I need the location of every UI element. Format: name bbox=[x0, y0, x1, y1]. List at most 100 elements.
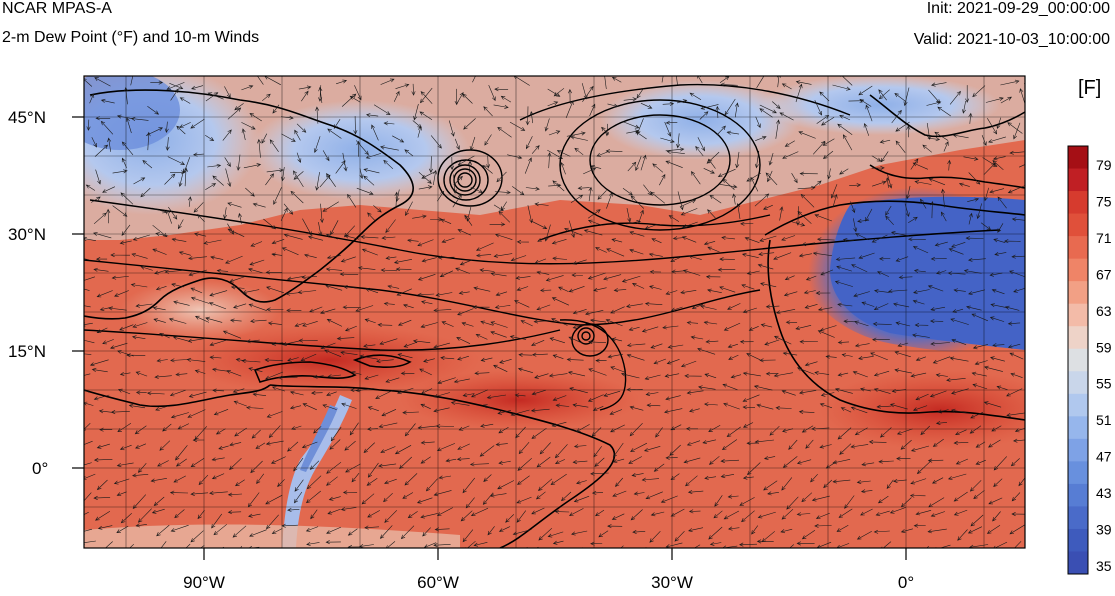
colorbar-swatch bbox=[1068, 393, 1088, 417]
wind-arrow bbox=[168, 206, 178, 220]
wind-arrow bbox=[302, 218, 312, 236]
wind-arrow bbox=[626, 353, 645, 361]
wind-arrow bbox=[248, 367, 263, 372]
wind-arrow bbox=[412, 214, 427, 219]
wind-arrow bbox=[1007, 185, 1025, 194]
wind-arrow bbox=[171, 237, 187, 242]
wind-arrow bbox=[173, 475, 186, 483]
wind-arrow bbox=[194, 369, 206, 374]
wind-arrow bbox=[649, 269, 662, 274]
wind-arrow bbox=[381, 409, 397, 417]
wind-arrow bbox=[587, 209, 601, 219]
wind-arrow bbox=[912, 333, 930, 338]
wind-arrow bbox=[797, 185, 816, 190]
wind-arrow bbox=[420, 91, 433, 104]
wind-arrow bbox=[951, 242, 966, 248]
wind-arrow bbox=[781, 508, 794, 520]
wind-arrow bbox=[302, 403, 317, 411]
wind-arrow bbox=[871, 234, 888, 243]
wind-arrow bbox=[146, 391, 165, 396]
wind-arrow bbox=[877, 271, 890, 277]
wind-arrow bbox=[904, 203, 910, 218]
wind-arrow bbox=[493, 253, 513, 258]
wind-arrow bbox=[891, 388, 907, 393]
wind-arrow bbox=[781, 390, 796, 396]
wind-arrow bbox=[593, 287, 607, 292]
wind-arrow bbox=[354, 85, 362, 101]
wind-arrow bbox=[988, 136, 1006, 143]
wind-arrow bbox=[119, 444, 132, 451]
wind-arrow bbox=[669, 444, 681, 456]
wind-arrow bbox=[685, 426, 698, 431]
wind-arrow bbox=[480, 357, 493, 362]
wind-arrow bbox=[91, 196, 101, 203]
gulf-guinea-moist bbox=[820, 370, 1025, 450]
wind-arrow bbox=[227, 510, 242, 515]
wind-arrow bbox=[722, 383, 738, 391]
wind-arrow bbox=[796, 459, 812, 465]
wind-arrow bbox=[853, 218, 858, 233]
wind-arrow bbox=[630, 509, 643, 521]
wind-arrow bbox=[341, 402, 357, 409]
wind-arrow bbox=[273, 187, 282, 205]
wind-arrow bbox=[893, 302, 910, 308]
wind-arrow bbox=[754, 439, 775, 444]
wind-arrow bbox=[799, 171, 818, 176]
wind-arrow bbox=[330, 220, 339, 236]
wind-arrow bbox=[510, 409, 530, 417]
wind-arrow bbox=[568, 286, 585, 293]
wind-arrow bbox=[249, 529, 267, 537]
wind-arrow bbox=[385, 219, 396, 234]
wind-arrow bbox=[342, 490, 358, 495]
wind-arrow bbox=[343, 285, 358, 290]
wind-arrow bbox=[788, 439, 798, 450]
wind-arrow bbox=[190, 491, 209, 496]
wind-arrow bbox=[222, 129, 232, 141]
wind-arrow bbox=[534, 373, 549, 379]
wind-arrow bbox=[721, 439, 738, 450]
wind-arrow bbox=[530, 408, 550, 413]
wind-arrow bbox=[590, 318, 607, 323]
wind-arrow bbox=[305, 526, 319, 532]
wind-arrow bbox=[420, 403, 431, 410]
wind-arrow bbox=[132, 335, 146, 340]
wind-arrow bbox=[190, 530, 204, 543]
wind-arrow bbox=[160, 541, 167, 548]
wind-arrow bbox=[994, 251, 1007, 256]
wind-arrow bbox=[871, 165, 885, 170]
wind-arrow bbox=[364, 525, 380, 530]
wind-arrow bbox=[955, 429, 967, 435]
wind-arrow bbox=[803, 290, 816, 295]
wind-arrow bbox=[266, 286, 284, 294]
wind-arrow bbox=[796, 512, 811, 517]
wind-arrow bbox=[257, 76, 264, 85]
wind-arrow bbox=[547, 101, 559, 107]
wind-arrow bbox=[666, 149, 685, 154]
wind-arrow bbox=[301, 275, 317, 280]
wind-arrow bbox=[286, 275, 305, 281]
wind-arrow bbox=[296, 152, 302, 163]
wind-arrow bbox=[992, 156, 1006, 161]
wind-arrow bbox=[416, 497, 433, 504]
wind-arrow bbox=[344, 234, 360, 240]
axis-ticks bbox=[72, 116, 907, 560]
wind-arrow bbox=[719, 184, 738, 189]
wind-arrow bbox=[177, 423, 190, 430]
wind-arrow bbox=[697, 76, 703, 84]
wind-arrow bbox=[129, 543, 135, 548]
wind-arrow bbox=[152, 306, 166, 311]
wind-arrow bbox=[915, 510, 932, 516]
wind-arrow bbox=[636, 88, 644, 99]
wind-arrow bbox=[680, 290, 697, 295]
wind-arrow bbox=[576, 424, 590, 432]
wind-arrow bbox=[539, 442, 551, 455]
wind-arrow bbox=[572, 403, 589, 408]
wind-arrow bbox=[483, 474, 492, 482]
wind-arrow bbox=[125, 117, 132, 134]
wind-arrow bbox=[282, 340, 301, 346]
wind-arrow bbox=[262, 93, 271, 102]
wind-arrow bbox=[744, 237, 760, 243]
wind-arrow bbox=[688, 527, 704, 532]
wind-arrow bbox=[707, 288, 722, 293]
wind-arrow bbox=[665, 455, 678, 460]
